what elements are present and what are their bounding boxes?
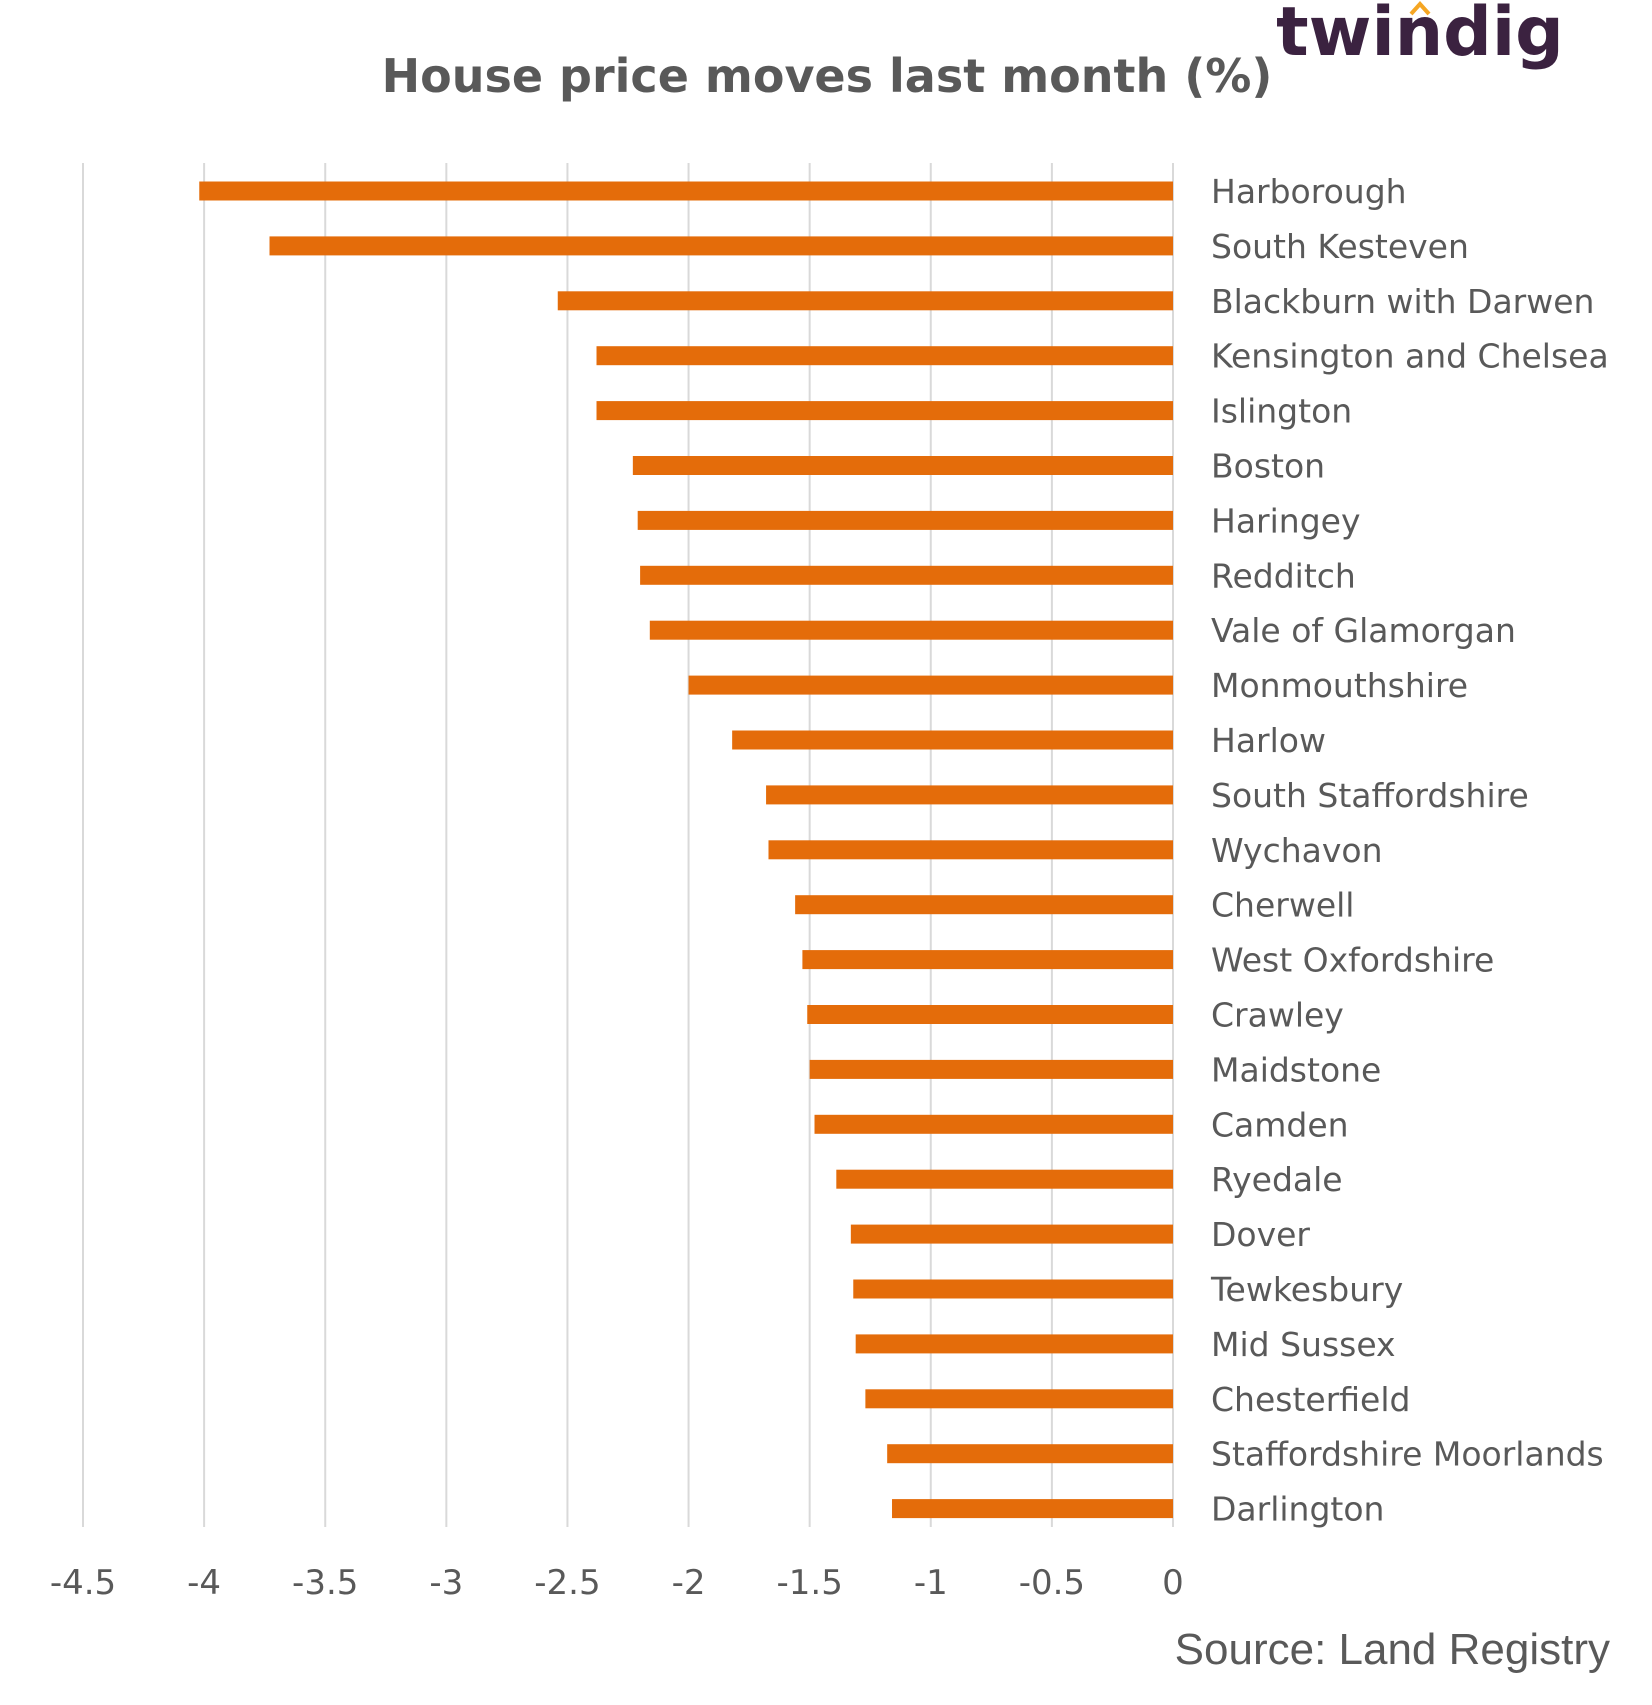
bar [855, 1334, 1173, 1354]
bar [199, 181, 1173, 201]
category-label: Vale of Glamorgan [1211, 611, 1516, 650]
bar [688, 675, 1173, 695]
bar [557, 291, 1173, 311]
bar [807, 1005, 1173, 1024]
twindig-logo: twindig [1276, 0, 1564, 72]
bar [768, 840, 1173, 860]
bars [199, 181, 1173, 1519]
category-label: Blackburn with Darwen [1211, 282, 1594, 321]
x-tick-label: -3 [429, 1563, 463, 1603]
category-label: Camden [1211, 1105, 1349, 1144]
category-label: Monmouthshire [1211, 666, 1468, 705]
category-label: Chesterfield [1211, 1380, 1410, 1419]
bar [596, 401, 1173, 421]
category-label: Crawley [1211, 996, 1344, 1035]
logo-text: twindig [1276, 0, 1564, 72]
category-label: Maidstone [1211, 1050, 1381, 1089]
bar [795, 895, 1173, 915]
x-tick-label: -2.5 [534, 1563, 600, 1603]
bar [850, 1224, 1173, 1244]
category-label: Darlington [1211, 1490, 1384, 1529]
bar [814, 1114, 1173, 1134]
logo-accent-icon [1409, 1, 1431, 16]
category-label: Harlow [1211, 721, 1326, 760]
category-label: Wychavon [1211, 831, 1383, 870]
bar [596, 346, 1173, 366]
x-tick-label: -4.5 [50, 1563, 116, 1603]
source-note: Source: Land Registry [1175, 1625, 1610, 1674]
bar [892, 1499, 1173, 1519]
category-label: Dover [1211, 1215, 1310, 1254]
x-tick-label: -1 [914, 1563, 948, 1603]
x-tick-labels: -4.5 -4 -3.5 -3 -2.5 -2 -1.5 -1 -0.5 0 [50, 1563, 1184, 1603]
category-label: Ryedale [1211, 1160, 1343, 1199]
bar [853, 1279, 1173, 1299]
bar [732, 730, 1173, 750]
category-label: Harborough [1211, 172, 1407, 211]
category-label: Islington [1211, 392, 1352, 431]
x-tick-label: -0.5 [1019, 1563, 1085, 1603]
category-labels: Harborough South Kesteven Blackburn with D… [1210, 172, 1609, 1529]
category-label: South Kesteven [1211, 227, 1469, 266]
bar [887, 1444, 1173, 1464]
bar [649, 620, 1173, 640]
x-tick-label: -4 [187, 1563, 221, 1603]
bar [269, 236, 1173, 256]
category-label: Mid Sussex [1211, 1325, 1396, 1364]
category-label: Cherwell [1211, 886, 1354, 925]
bar [640, 565, 1173, 585]
x-tick-label: -2 [672, 1563, 706, 1603]
chart-title: House price moves last month (%) [382, 49, 1273, 103]
category-label: Tewkesbury [1210, 1270, 1403, 1309]
category-label: Haringey [1211, 501, 1360, 540]
category-label: Staffordshire Moorlands [1211, 1435, 1604, 1474]
category-label: Redditch [1211, 556, 1356, 595]
x-tick-label: -3.5 [292, 1563, 358, 1603]
bar [865, 1389, 1173, 1409]
x-tick-label: 0 [1162, 1563, 1184, 1603]
bar [802, 950, 1173, 970]
category-label: Kensington and Chelsea [1211, 337, 1609, 376]
category-label: West Oxfordshire [1211, 941, 1494, 980]
category-label: South Staffordshire [1211, 776, 1529, 815]
category-label: Boston [1211, 447, 1325, 486]
bar [836, 1169, 1173, 1189]
x-tick-label: -1.5 [776, 1563, 842, 1603]
bar [632, 456, 1173, 475]
bar [809, 1059, 1173, 1079]
bar [637, 510, 1173, 530]
bar [766, 785, 1173, 805]
